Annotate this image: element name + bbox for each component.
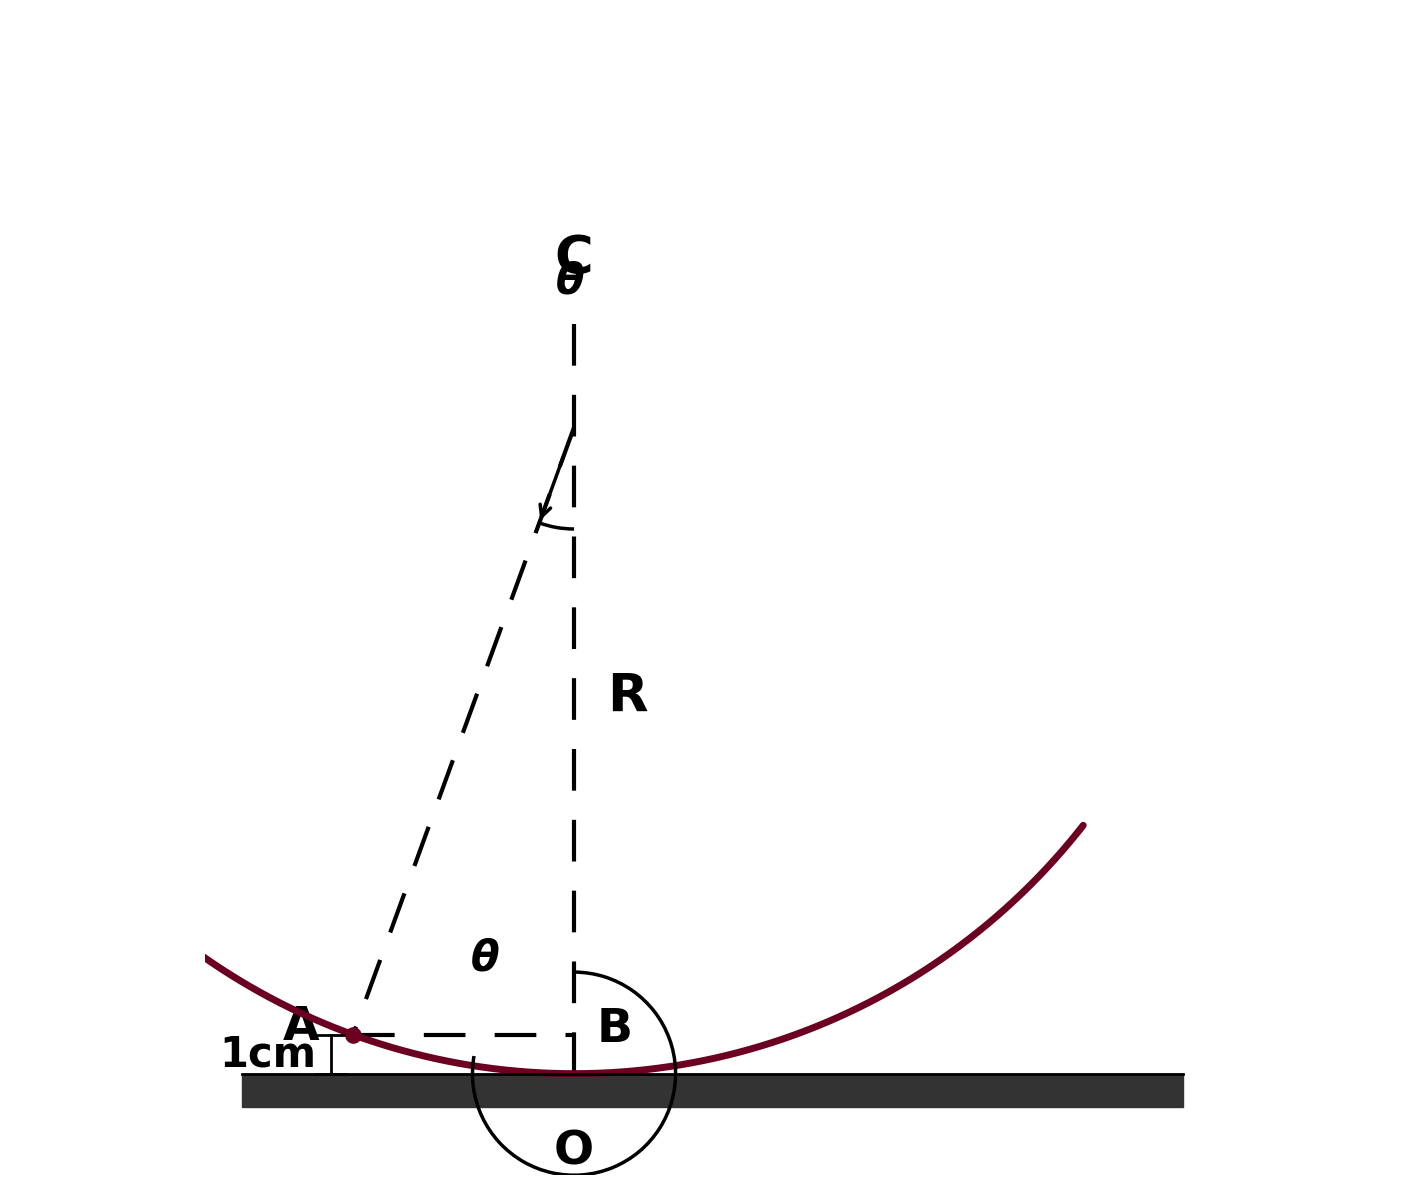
- Text: R: R: [607, 671, 648, 723]
- Bar: [242, 1074, 1183, 1107]
- Text: A: A: [284, 1005, 319, 1049]
- Text: B: B: [596, 1007, 633, 1052]
- Text: O: O: [554, 1129, 594, 1174]
- Text: C: C: [554, 234, 593, 285]
- Text: 1cm: 1cm: [219, 1033, 316, 1075]
- Point: [342, 1026, 365, 1045]
- Text: θ: θ: [556, 261, 584, 303]
- Text: θ: θ: [470, 938, 499, 979]
